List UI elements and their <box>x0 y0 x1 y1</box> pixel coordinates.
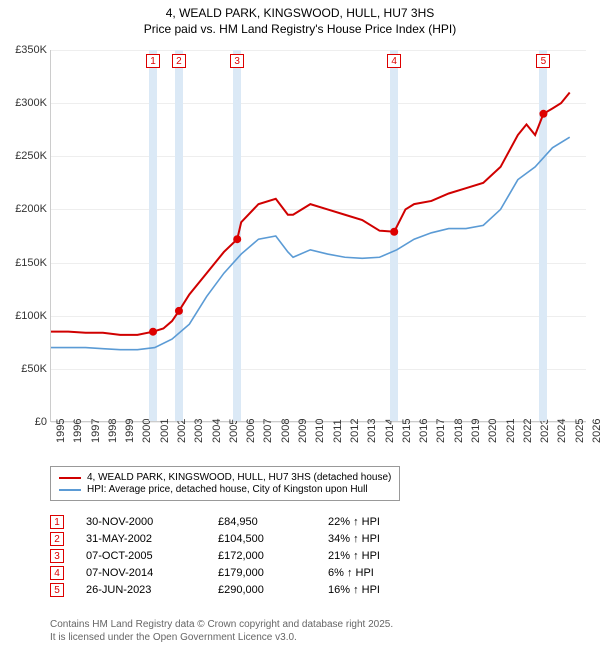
x-axis-label: 2020 <box>487 419 499 443</box>
chart-title: 4, WEALD PARK, KINGSWOOD, HULL, HU7 3HS … <box>0 6 600 37</box>
x-axis-label: 2017 <box>435 419 447 443</box>
y-axis-label: £150K <box>1 257 47 269</box>
x-axis-label: 2021 <box>505 419 517 443</box>
x-axis-label: 2024 <box>556 419 568 443</box>
table-pct: 21% ↑ HPI <box>328 550 448 562</box>
x-axis-label: 2001 <box>159 419 171 443</box>
x-axis-label: 2016 <box>418 419 430 443</box>
x-axis-label: 2006 <box>245 419 257 443</box>
title-line2: Price paid vs. HM Land Registry's House … <box>0 22 600 38</box>
x-axis-label: 2026 <box>591 419 600 443</box>
y-axis-label: £0 <box>1 416 47 428</box>
y-axis-label: £200K <box>1 203 47 215</box>
table-date: 30-NOV-2000 <box>86 516 218 528</box>
y-axis-label: £250K <box>1 150 47 162</box>
x-axis-label: 2004 <box>211 419 223 443</box>
table-marker: 5 <box>50 583 64 597</box>
x-axis-label: 1998 <box>107 419 119 443</box>
x-axis-label: 2008 <box>280 419 292 443</box>
table-pct: 22% ↑ HPI <box>328 516 448 528</box>
legend: 4, WEALD PARK, KINGSWOOD, HULL, HU7 3HS … <box>50 466 400 501</box>
x-axis-label: 2022 <box>522 419 534 443</box>
legend-label: HPI: Average price, detached house, City… <box>87 484 368 495</box>
table-date: 07-OCT-2005 <box>86 550 218 562</box>
table-row: 2 31-MAY-2002£104,50034% ↑ HPI <box>50 532 448 546</box>
table-row: 1 30-NOV-2000£84,95022% ↑ HPI <box>50 515 448 529</box>
x-axis-label: 2023 <box>539 419 551 443</box>
x-axis-label: 1997 <box>90 419 102 443</box>
footer-attribution: Contains HM Land Registry data © Crown c… <box>50 618 393 644</box>
sale-point-dot <box>390 228 398 236</box>
x-axis-label: 2025 <box>574 419 586 443</box>
sale-point-dot <box>175 307 183 315</box>
x-axis-label: 2002 <box>176 419 188 443</box>
x-axis-label: 2018 <box>453 419 465 443</box>
x-axis-label: 2000 <box>141 419 153 443</box>
table-price: £172,000 <box>218 550 328 562</box>
sale-point-dot <box>149 328 157 336</box>
x-axis-label: 2012 <box>349 419 361 443</box>
series-line-property <box>51 93 570 335</box>
x-axis-label: 2014 <box>384 419 396 443</box>
title-line1: 4, WEALD PARK, KINGSWOOD, HULL, HU7 3HS <box>0 6 600 22</box>
footer-line1: Contains HM Land Registry data © Crown c… <box>50 618 393 631</box>
sale-point-dot <box>539 110 547 118</box>
legend-label: 4, WEALD PARK, KINGSWOOD, HULL, HU7 3HS … <box>87 472 391 483</box>
legend-item: HPI: Average price, detached house, City… <box>59 484 391 495</box>
table-row: 5 26-JUN-2023£290,00016% ↑ HPI <box>50 583 448 597</box>
table-marker: 1 <box>50 515 64 529</box>
y-axis-label: £350K <box>1 44 47 56</box>
table-marker: 4 <box>50 566 64 580</box>
x-axis-label: 1995 <box>55 419 67 443</box>
x-axis-label: 1999 <box>124 419 136 443</box>
x-axis-label: 2011 <box>332 419 344 443</box>
sales-table: 1 30-NOV-2000£84,95022% ↑ HPI 2 31-MAY-2002… <box>50 512 448 600</box>
table-price: £84,950 <box>218 516 328 528</box>
legend-swatch <box>59 489 81 491</box>
chart-plot-area: £0£50K£100K£150K£200K£250K£300K£350K 199… <box>50 50 586 422</box>
x-axis-label: 2013 <box>366 419 378 443</box>
x-axis-label: 2015 <box>401 419 413 443</box>
x-axis-label: 2005 <box>228 419 240 443</box>
table-pct: 16% ↑ HPI <box>328 584 448 596</box>
series-line-hpi <box>51 137 570 350</box>
table-date: 26-JUN-2023 <box>86 584 218 596</box>
table-date: 31-MAY-2002 <box>86 533 218 545</box>
table-marker: 3 <box>50 549 64 563</box>
table-pct: 6% ↑ HPI <box>328 567 448 579</box>
x-axis-label: 1996 <box>72 419 84 443</box>
x-axis-label: 2019 <box>470 419 482 443</box>
x-axis-label: 2010 <box>314 419 326 443</box>
table-price: £179,000 <box>218 567 328 579</box>
y-axis-label: £300K <box>1 97 47 109</box>
x-axis-label: 2007 <box>262 419 274 443</box>
table-row: 4 07-NOV-2014£179,0006% ↑ HPI <box>50 566 448 580</box>
table-price: £104,500 <box>218 533 328 545</box>
y-axis-label: £50K <box>1 363 47 375</box>
sale-point-dot <box>233 235 241 243</box>
table-row: 3 07-OCT-2005£172,00021% ↑ HPI <box>50 549 448 563</box>
table-marker: 2 <box>50 532 64 546</box>
table-price: £290,000 <box>218 584 328 596</box>
footer-line2: It is licensed under the Open Government… <box>50 631 393 644</box>
x-axis-label: 2003 <box>193 419 205 443</box>
y-axis-label: £100K <box>1 310 47 322</box>
x-axis-label: 2009 <box>297 419 309 443</box>
table-pct: 34% ↑ HPI <box>328 533 448 545</box>
legend-swatch <box>59 477 81 479</box>
table-date: 07-NOV-2014 <box>86 567 218 579</box>
legend-item: 4, WEALD PARK, KINGSWOOD, HULL, HU7 3HS … <box>59 472 391 483</box>
line-chart-svg <box>51 50 586 421</box>
